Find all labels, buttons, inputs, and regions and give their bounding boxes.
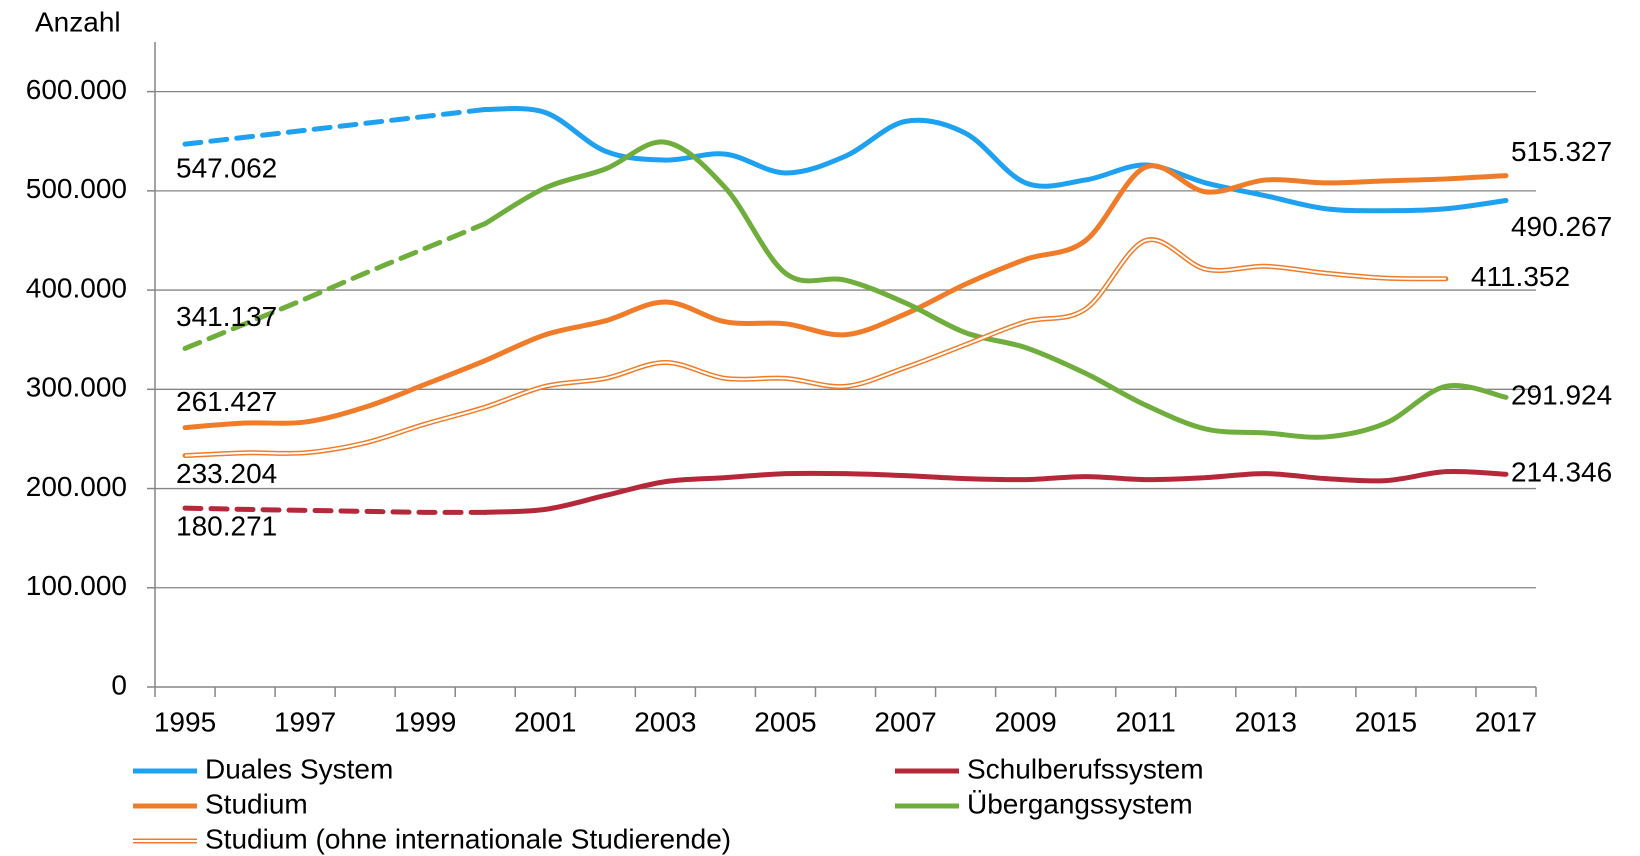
x-tick-label: 2015: [1355, 706, 1417, 737]
y-tick-label: 100.000: [26, 570, 127, 601]
legend-label: Studium: [205, 788, 308, 819]
y-tick-label: 400.000: [26, 272, 127, 303]
y-tick-label: 500.000: [26, 173, 127, 204]
data-label: 180.271: [176, 511, 277, 542]
data-label: 411.352: [1471, 261, 1570, 292]
x-tick-label: 1999: [394, 706, 456, 737]
series-line: [182, 106, 488, 147]
data-label: 214.346: [1511, 457, 1612, 488]
data-label: 490.267: [1511, 211, 1612, 242]
data-label: 341.137: [176, 301, 277, 332]
x-tick-label: 2011: [1116, 706, 1176, 737]
x-tick-label: 1997: [274, 706, 336, 737]
series-line: [482, 468, 1509, 515]
series-line: [182, 163, 1509, 431]
y-axis-title: Anzahl: [35, 6, 121, 37]
data-label: 291.924: [1511, 380, 1612, 411]
x-tick-label: 2009: [994, 706, 1056, 737]
series-line: [182, 505, 488, 515]
x-tick-label: 1995: [154, 706, 216, 737]
legend-label: Studium (ohne internationale Studierende…: [205, 823, 731, 854]
legend-label: Duales System: [205, 753, 393, 784]
x-tick-label: 2007: [874, 706, 936, 737]
y-tick-label: 600.000: [26, 74, 127, 105]
x-tick-label: 2017: [1475, 706, 1537, 737]
series-line: [182, 221, 488, 351]
legend-label: Übergangssystem: [967, 788, 1193, 819]
data-label: 547.062: [176, 153, 277, 184]
series-line: [482, 106, 1509, 214]
x-tick-label: 2003: [634, 706, 696, 737]
x-tick-label: 2001: [514, 706, 576, 737]
y-tick-label: 0: [111, 669, 127, 700]
y-tick-label: 300.000: [26, 372, 127, 403]
x-tick-label: 2013: [1235, 706, 1297, 737]
legend-label: Schulberufssystem: [967, 753, 1204, 784]
data-label: 233.204: [176, 458, 277, 489]
data-label: 261.427: [176, 386, 277, 417]
x-tick-label: 2005: [754, 706, 816, 737]
series-line: [182, 237, 1449, 459]
data-label: 515.327: [1511, 136, 1612, 167]
y-tick-label: 200.000: [26, 471, 127, 502]
series-line-inner: [184, 238, 1446, 457]
series-line: [482, 139, 1509, 440]
